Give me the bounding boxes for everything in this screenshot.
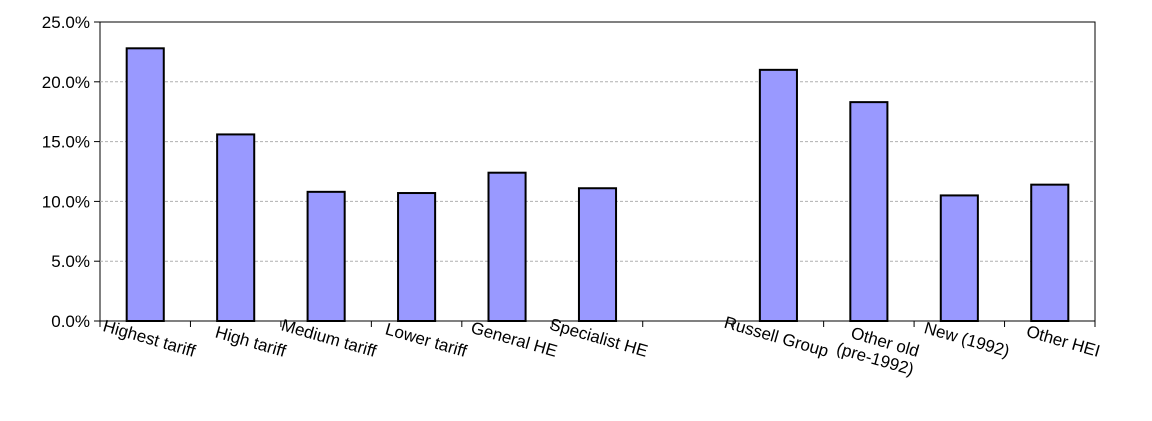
- bar: [487, 171, 527, 322]
- bar: [125, 47, 165, 322]
- y-tick-label: 10.0%: [42, 192, 90, 211]
- x-tick-label: High tariff: [213, 323, 288, 361]
- y-tick-label: 20.0%: [42, 73, 90, 92]
- bar: [397, 192, 437, 322]
- bar: [577, 187, 618, 322]
- bar: [1030, 183, 1070, 322]
- y-tick-labels: 0.0% 5.0% 10.0% 15.0% 20.0% 25.0%: [42, 13, 90, 331]
- y-tick-label: 25.0%: [42, 13, 90, 32]
- bar: [939, 194, 979, 322]
- bars: [125, 47, 1070, 322]
- x-tick-label: Lower tariff: [383, 319, 469, 360]
- x-tick-label: Medium tariff: [279, 316, 379, 361]
- y-tick-label: 5.0%: [51, 252, 90, 271]
- x-tick-label: Highest tariff: [101, 316, 198, 361]
- y-tick-label: 15.0%: [42, 133, 90, 152]
- bar: [306, 190, 346, 322]
- bar: [849, 101, 889, 322]
- bar: [758, 68, 798, 322]
- y-tick-label: 0.0%: [51, 312, 90, 331]
- x-tick-label: New (1992): [922, 318, 1012, 360]
- bar: [216, 133, 256, 322]
- x-tick-label: Other old(pre-1992): [834, 321, 921, 379]
- axes: [94, 21, 1096, 327]
- x-tick-label: Other HEI: [1024, 322, 1102, 361]
- x-tick-label: General HE: [469, 318, 560, 361]
